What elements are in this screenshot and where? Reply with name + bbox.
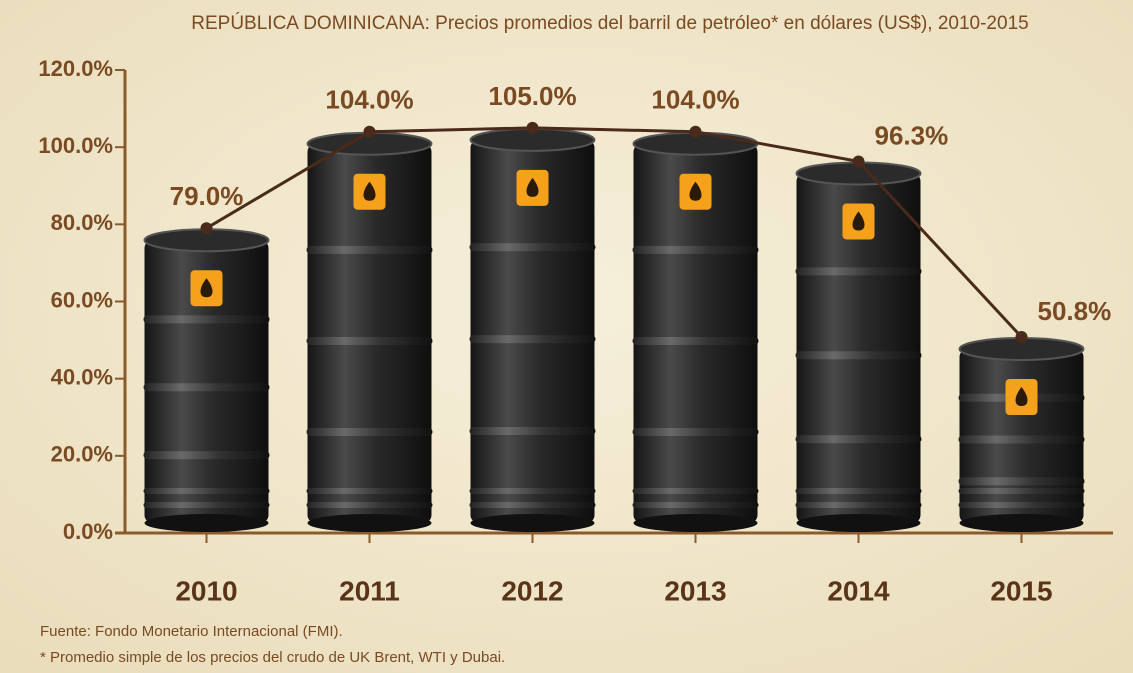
barrel-ring [795, 435, 922, 444]
barrel [795, 161, 922, 532]
value-label: 79.0% [170, 181, 244, 211]
barrel [632, 131, 759, 532]
y-tick-label: 20.0% [51, 442, 113, 467]
barrel-ring [469, 427, 596, 436]
chart-title: REPÚBLICA DOMINICANA: Precios promedios … [191, 12, 1028, 34]
value-label: 96.3% [875, 120, 949, 150]
barrel-ring [306, 502, 433, 508]
value-label: 50.8% [1038, 296, 1112, 326]
trend-line [205, 126, 1023, 339]
point [363, 125, 376, 138]
barrel [306, 131, 433, 532]
barrel-ring [306, 336, 433, 345]
x-tick-label: 2011 [339, 575, 400, 606]
oil-drop [363, 181, 376, 201]
barrel-ring [469, 502, 596, 508]
barrel-ring [469, 243, 596, 252]
value-label: 104.0% [651, 85, 739, 115]
y-tick-label: 60.0% [51, 287, 113, 312]
barrel-ring [143, 315, 270, 324]
barrel-bottom [796, 514, 921, 532]
barrel-ring [632, 488, 759, 494]
barrel-ring [143, 502, 270, 508]
barrel-ring [958, 502, 1085, 508]
barrel-ring [306, 245, 433, 254]
barrel-ring [143, 383, 270, 392]
x-tick-label: 2010 [175, 575, 237, 606]
source: Fuente: Fondo Monetario Internacional (F… [40, 623, 343, 640]
oil-drop [689, 181, 702, 201]
y-tick-label: 120.0% [38, 56, 113, 81]
barrel-bottom [633, 514, 758, 532]
barrel-ring [795, 351, 922, 360]
barrel-ring [958, 435, 1085, 444]
barrel [958, 336, 1085, 532]
y-tick-label: 40.0% [51, 364, 113, 389]
barrel-ring [306, 488, 433, 494]
oil-drop [852, 211, 865, 231]
barrel-ring [795, 267, 922, 276]
barrel-bottom [307, 514, 432, 532]
barrel [143, 228, 270, 532]
value-label: 104.0% [325, 85, 413, 115]
value-label: 105.0% [488, 81, 576, 111]
barrel-ring [632, 502, 759, 508]
x-tick-label: 2013 [664, 575, 726, 606]
y-tick-label: 0.0% [63, 519, 113, 544]
barrel-ring [469, 335, 596, 344]
barrel-ring [306, 427, 433, 436]
y-tick-label: 80.0% [51, 210, 113, 235]
oil-drop [526, 177, 539, 197]
x-tick-label: 2012 [501, 575, 563, 606]
point [689, 125, 702, 138]
x-tick-label: 2015 [990, 575, 1052, 606]
barrel-ring [632, 336, 759, 345]
barrel-bottom [144, 514, 269, 532]
barrel-bottom [959, 514, 1084, 532]
barrel [469, 127, 596, 532]
barrel-ring [469, 488, 596, 494]
barrel-ring [795, 502, 922, 508]
barrel-ring [958, 477, 1085, 486]
oil-drop [1015, 386, 1028, 406]
point [200, 222, 213, 235]
oil-drop [200, 278, 213, 298]
barrel-bottom [470, 514, 595, 532]
barrel-ring [632, 245, 759, 254]
barrel-ring [143, 488, 270, 494]
barrel-ring [632, 427, 759, 436]
x-tick-label: 2014 [827, 575, 890, 606]
note: * Promedio simple de los precios del cru… [40, 649, 505, 666]
barrel-ring [958, 488, 1085, 494]
point [526, 121, 539, 134]
point [1015, 330, 1028, 343]
barrel-ring [795, 488, 922, 494]
barrel-ring [143, 451, 270, 460]
point [852, 155, 865, 168]
y-tick-label: 100.0% [38, 133, 113, 158]
